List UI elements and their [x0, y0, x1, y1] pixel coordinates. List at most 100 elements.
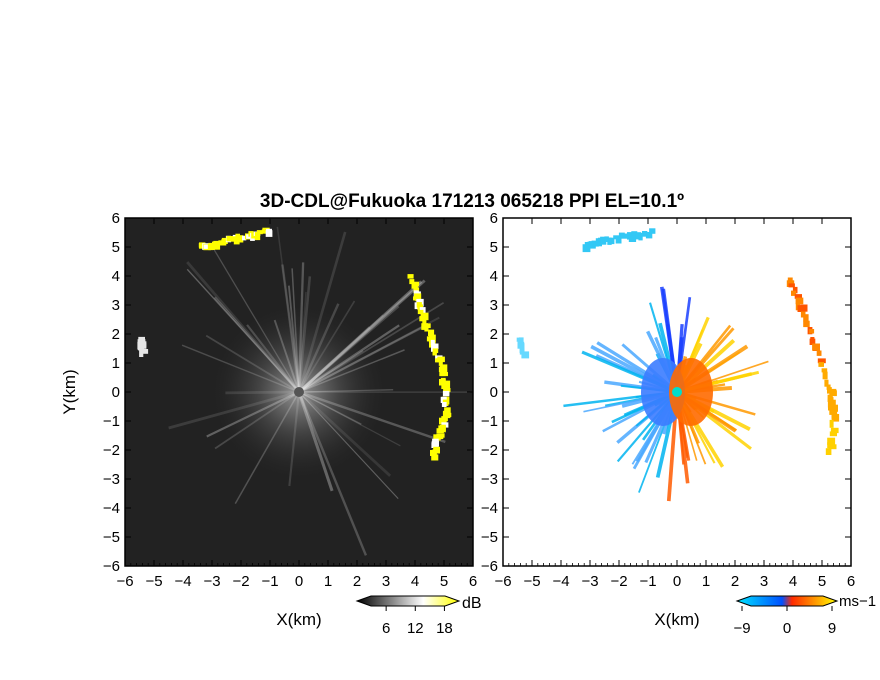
east-arc-cell [424, 326, 429, 332]
y-tick-label: −6 [481, 558, 498, 575]
east-arc-cell [827, 437, 836, 445]
x-tick-label: 4 [789, 573, 797, 590]
x-tick-label: 6 [847, 573, 855, 590]
east-arc-cell [430, 339, 435, 346]
x-tick-label: −2 [610, 573, 627, 590]
north-arc-cell [615, 236, 622, 244]
x-tick-label: −3 [203, 573, 220, 590]
east-arc-cell [425, 323, 431, 329]
west-patch-cell [517, 339, 522, 344]
east-arc-cell [407, 274, 414, 279]
right-colorbar-unit: ms−1 [839, 593, 876, 610]
north-arc-cell [242, 235, 247, 241]
north-arc-cell [642, 231, 648, 237]
x-tick-label: −1 [261, 573, 278, 590]
east-arc-cell [827, 397, 834, 402]
east-arc-cell [409, 279, 415, 285]
east-arc-cell [436, 428, 444, 434]
east-arc-cell [438, 361, 443, 366]
right-velocity-features [516, 228, 840, 455]
right-colorbar-bar [735, 595, 839, 607]
east-arc-cell [441, 384, 448, 389]
colorbar-tick-label: 9 [828, 620, 836, 637]
x-tick-label: 3 [382, 573, 390, 590]
north-arc-cell [246, 234, 251, 239]
east-arc-cell [829, 419, 834, 428]
north-arc-cell [631, 231, 638, 236]
y-tick-label: −3 [481, 471, 498, 488]
east-arc-cell [825, 448, 832, 455]
east-arc-cell [440, 372, 448, 377]
y-tick-label: −1 [103, 413, 120, 430]
x-tick-label: −6 [494, 573, 511, 590]
west-patch-cell [140, 345, 145, 350]
north-arc-cell [239, 235, 244, 243]
east-arc-cell [809, 329, 815, 334]
x-tick-label: 2 [731, 573, 739, 590]
east-arc-cell [803, 314, 809, 322]
north-arc-cell [256, 230, 263, 235]
north-arc-cell [221, 237, 226, 245]
east-arc-cell [829, 390, 837, 397]
east-arc-cell [421, 323, 428, 330]
x-tick-label: 0 [673, 573, 681, 590]
east-arc-cell [818, 362, 824, 367]
east-arc-cell [829, 410, 838, 415]
y-tick-label: 4 [490, 268, 498, 285]
east-arc-cell [828, 444, 837, 450]
east-arc-cell [829, 431, 837, 437]
east-arc-cell [431, 454, 439, 461]
left-axis-ticks: −6 −5 −4 −3 −2 −1 0 1 2 3 4 5 6 6 5 4 3 2 1 0 −1 −2 −3 −4 −5 −6 [103, 210, 477, 590]
north-arc-cell [645, 232, 653, 239]
x-tick-label: 6 [469, 573, 477, 590]
east-arc-cell [830, 427, 839, 434]
east-arc-cell [830, 404, 838, 412]
x-tick-label: 0 [295, 573, 303, 590]
y-tick-label: 4 [112, 268, 120, 285]
east-arc-cell [444, 388, 451, 393]
right-radar-site-marker [672, 387, 682, 397]
east-arc-cell [413, 287, 420, 293]
east-arc-cell [432, 351, 437, 356]
x-tick-label: 5 [818, 573, 826, 590]
east-arc-cell [442, 380, 451, 389]
north-arc-cell [582, 244, 591, 253]
x-tick-label: −5 [523, 573, 540, 590]
left-colorbar-unit: dB [462, 595, 482, 612]
east-arc-cell [441, 402, 447, 407]
east-arc-cell [438, 366, 444, 372]
x-tick-label: −2 [232, 573, 249, 590]
north-arc-cell [638, 233, 643, 241]
east-arc-cell [803, 320, 810, 328]
east-arc-cell [794, 294, 802, 299]
x-tick-label: 3 [760, 573, 768, 590]
north-arc-cell [203, 244, 208, 249]
east-arc-cell [431, 442, 439, 448]
east-arc-cell [428, 329, 435, 337]
east-arc-cell [413, 296, 421, 301]
north-arc-cell [235, 233, 240, 241]
east-arc-cell [795, 297, 804, 305]
left-panel: −6 −5 −4 −3 −2 −1 0 1 2 3 4 5 6 6 5 4 3 2 1 0 −1 −2 −3 −4 −5 −6 X… [60, 210, 477, 629]
y-tick-label: 0 [112, 384, 120, 401]
east-arc-cell [809, 338, 816, 345]
right-axis-ticks: −6 −5 −4 −3 −2 −1 0 1 2 3 4 5 6 6 5 4 3 2 1 0 −1 −2 −3 −4 −5 −6 [481, 210, 855, 590]
north-arc-cell [628, 234, 637, 242]
north-arc-cell [620, 233, 628, 239]
velocity-rays [563, 286, 769, 502]
x-tick-label: 5 [440, 573, 448, 590]
y-tick-label: −2 [103, 442, 120, 459]
east-arc-cell [791, 290, 797, 296]
east-arc-cell [827, 399, 836, 408]
x-tick-label: 1 [324, 573, 332, 590]
east-arc-cell [430, 450, 437, 456]
east-arc-cell [437, 356, 445, 363]
x-tick-label: 4 [411, 573, 419, 590]
x-tick-label: −1 [639, 573, 656, 590]
right-panel: −6 −5 −4 −3 −2 −1 0 1 2 3 4 5 6 6 5 4 3 2 1 0 −1 −2 −3 −4 −5 −6 X… [481, 210, 855, 629]
east-arc-cell [800, 304, 808, 312]
colorbar-tick-label: 18 [436, 620, 453, 637]
left-x-axis-label: X(km) [276, 610, 321, 629]
y-tick-label: 1 [112, 355, 120, 372]
